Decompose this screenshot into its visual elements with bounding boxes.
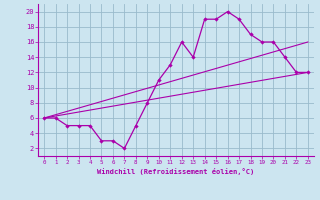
X-axis label: Windchill (Refroidissement éolien,°C): Windchill (Refroidissement éolien,°C) bbox=[97, 168, 255, 175]
